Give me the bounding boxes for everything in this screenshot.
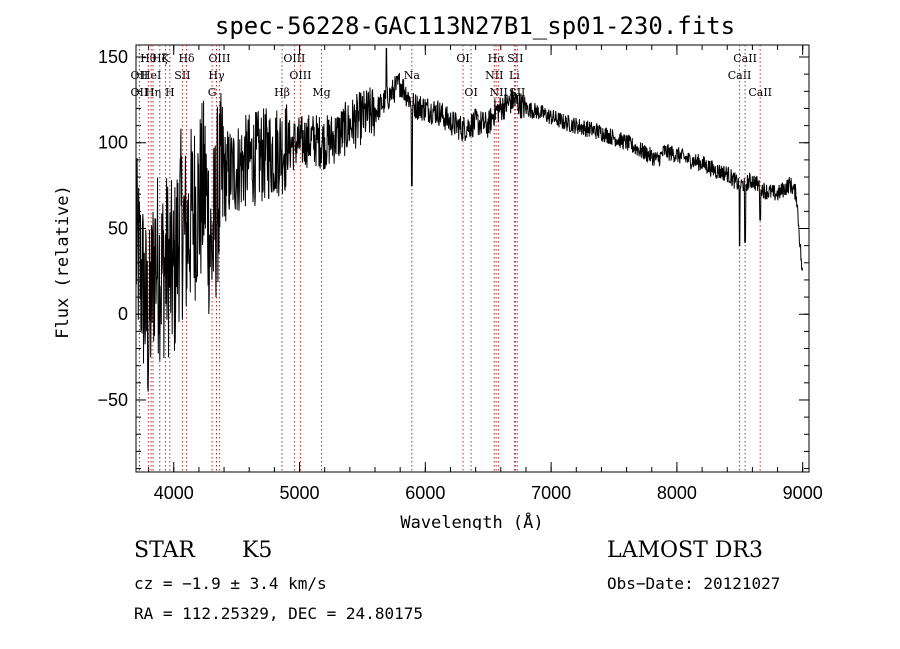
observation-date: Obs−Date: 20121027 [607,574,781,593]
spectral-line-label: OII [131,86,149,99]
spectral-line-label: CaII [748,86,772,99]
spectral-line-label: OIII [208,52,230,65]
spectral-line-label: HeI [141,69,161,82]
spectral-line-label: CaII [728,69,752,82]
x-tick-label: 8000 [657,483,697,503]
x-tick-label: 9000 [783,483,823,503]
spectral-line-label: OII [131,69,149,82]
y-tick-label: −50 [97,390,128,410]
spectral-line-label: Hζ [152,52,168,65]
x-axis-label: Wavelength (Å) [400,511,543,530]
spectral-line-label: H [165,86,175,99]
spectral-line-label: Hβ [274,86,290,99]
spectral-line-label: SII [174,69,190,82]
spectral-line-label: NII [490,86,508,99]
plot-frame [135,44,810,473]
spectral-line-label: OI [464,86,477,99]
spectrum-chart: spec-56228-GAC113N27B1_sp01-230.fits 400… [53,12,823,530]
spectral-line-label: Na [404,69,421,82]
spectral-line-label: OIII [289,69,311,82]
coordinates: RA = 112.25329, DEC = 24.80175 [134,604,423,623]
chart-title: spec-56228-GAC113N27B1_sp01-230.fits [215,12,735,40]
spectral-line-label: NII [485,69,503,82]
spectral-line-label: Hα [488,52,506,65]
spectral-line-label: OIII [283,52,305,65]
x-tick-label: 5000 [280,483,320,503]
spectral-line-label: Li [509,69,520,82]
redshift-cz: cz = −1.9 ± 3.4 km/s [134,574,327,593]
spectral-line-label: K [161,52,170,65]
survey-name: LAMOST DR3 [607,538,763,563]
spectral-line-label: Hδ [178,52,195,65]
object-subclass: K5 [242,538,273,563]
spectral-line-label: SII [507,52,523,65]
x-tick-label: 4000 [154,483,194,503]
spectrum-trace [135,47,803,392]
y-tick-label: 150 [98,47,128,67]
spectral-line-label: CaII [733,52,757,65]
y-tick-label: 100 [98,133,128,153]
spectral-line-label: Mg [312,86,330,99]
object-class: STAR [134,538,195,563]
x-tick-label: 6000 [405,483,445,503]
y-tick-label: 0 [118,304,128,324]
y-tick-label: 50 [108,218,128,238]
spectral-line-label: Hη [145,86,161,99]
spectral-line-label: Hγ [208,69,225,82]
spectral-line-label: OI [456,52,469,65]
y-axis-label: Flux (relative) [53,185,73,339]
spectral-line-label: G [208,86,217,99]
x-tick-label: 7000 [531,483,571,503]
